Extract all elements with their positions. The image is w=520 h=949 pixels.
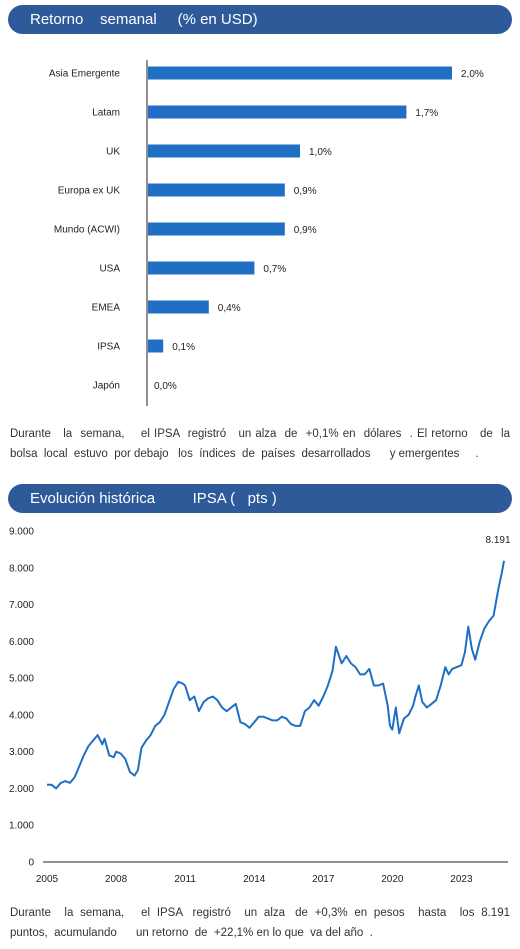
y-tick-label: 4.000 bbox=[9, 710, 34, 721]
bar-category-label: Latam bbox=[92, 108, 120, 119]
bar-category-label: Asia Emergente bbox=[49, 69, 121, 80]
ipsa-series-line bbox=[47, 560, 505, 790]
section-title-historical-ipsa: Evolución histórica IPSA ( pts ) bbox=[8, 484, 512, 513]
bar-value-label: 0,7% bbox=[263, 264, 286, 275]
bar-value-label: 0,4% bbox=[218, 303, 241, 314]
x-tick-label: 2014 bbox=[243, 874, 266, 885]
bar bbox=[148, 144, 300, 158]
bar-value-label: 0,1% bbox=[172, 342, 195, 353]
x-tick-label: 2008 bbox=[105, 874, 128, 885]
y-tick-label: 1.000 bbox=[9, 821, 34, 832]
y-tick-label: 0 bbox=[28, 858, 34, 869]
x-tick-label: 2005 bbox=[36, 874, 59, 885]
bar-value-label: 2,0% bbox=[461, 69, 484, 80]
ipsa-last-value-label: 8.191 bbox=[485, 535, 510, 546]
bar-value-label: 0,0% bbox=[154, 381, 177, 392]
bar-category-label: Mundo (ACWI) bbox=[54, 225, 120, 236]
bar-value-label: 0,9% bbox=[294, 225, 317, 236]
x-tick-label: 2020 bbox=[381, 874, 404, 885]
bar-value-label: 0,9% bbox=[294, 186, 317, 197]
y-tick-label: 6.000 bbox=[9, 637, 34, 648]
bar-category-label: Japón bbox=[93, 381, 120, 392]
bar bbox=[148, 300, 209, 314]
bar bbox=[148, 222, 285, 236]
y-tick-label: 9.000 bbox=[9, 527, 34, 538]
section-title-weekly-return: Retorno semanal (% en USD) bbox=[8, 5, 512, 34]
bar bbox=[148, 66, 452, 80]
y-tick-label: 5.000 bbox=[9, 674, 34, 685]
x-tick-label: 2023 bbox=[450, 874, 473, 885]
y-tick-label: 8.000 bbox=[9, 563, 34, 574]
x-tick-label: 2017 bbox=[312, 874, 335, 885]
bar-category-label: Europa ex UK bbox=[58, 186, 121, 197]
bar-category-label: EMEA bbox=[92, 303, 121, 314]
ipsa-commentary: Durante la semana, el IPSA registró un a… bbox=[10, 907, 514, 939]
y-tick-label: 7.000 bbox=[9, 600, 34, 611]
bar-category-label: IPSA bbox=[97, 342, 120, 353]
weekly-return-bar-chart: Asia Emergente 2,0% Latam 1,7% UK 1,0% Europa … bbox=[49, 60, 484, 406]
x-tick-label: 2011 bbox=[174, 874, 196, 885]
bar-value-label: 1,7% bbox=[415, 108, 438, 119]
weekly-return-commentary: Durante la semana, el IPSA registró un a… bbox=[10, 428, 514, 460]
bar-value-label: 1,0% bbox=[309, 147, 332, 158]
bar-category-label: UK bbox=[106, 147, 120, 158]
y-tick-label: 2.000 bbox=[9, 784, 34, 795]
ipsa-historical-line-chart: 0 1.000 2.000 3.000 4.000 5.000 6.000 7.000 8.00… bbox=[9, 527, 511, 886]
bar bbox=[148, 261, 255, 275]
bar-category-label: USA bbox=[99, 264, 120, 275]
bar bbox=[148, 183, 285, 197]
y-tick-label: 3.000 bbox=[9, 747, 34, 758]
bar bbox=[148, 339, 164, 353]
bar bbox=[148, 105, 407, 119]
